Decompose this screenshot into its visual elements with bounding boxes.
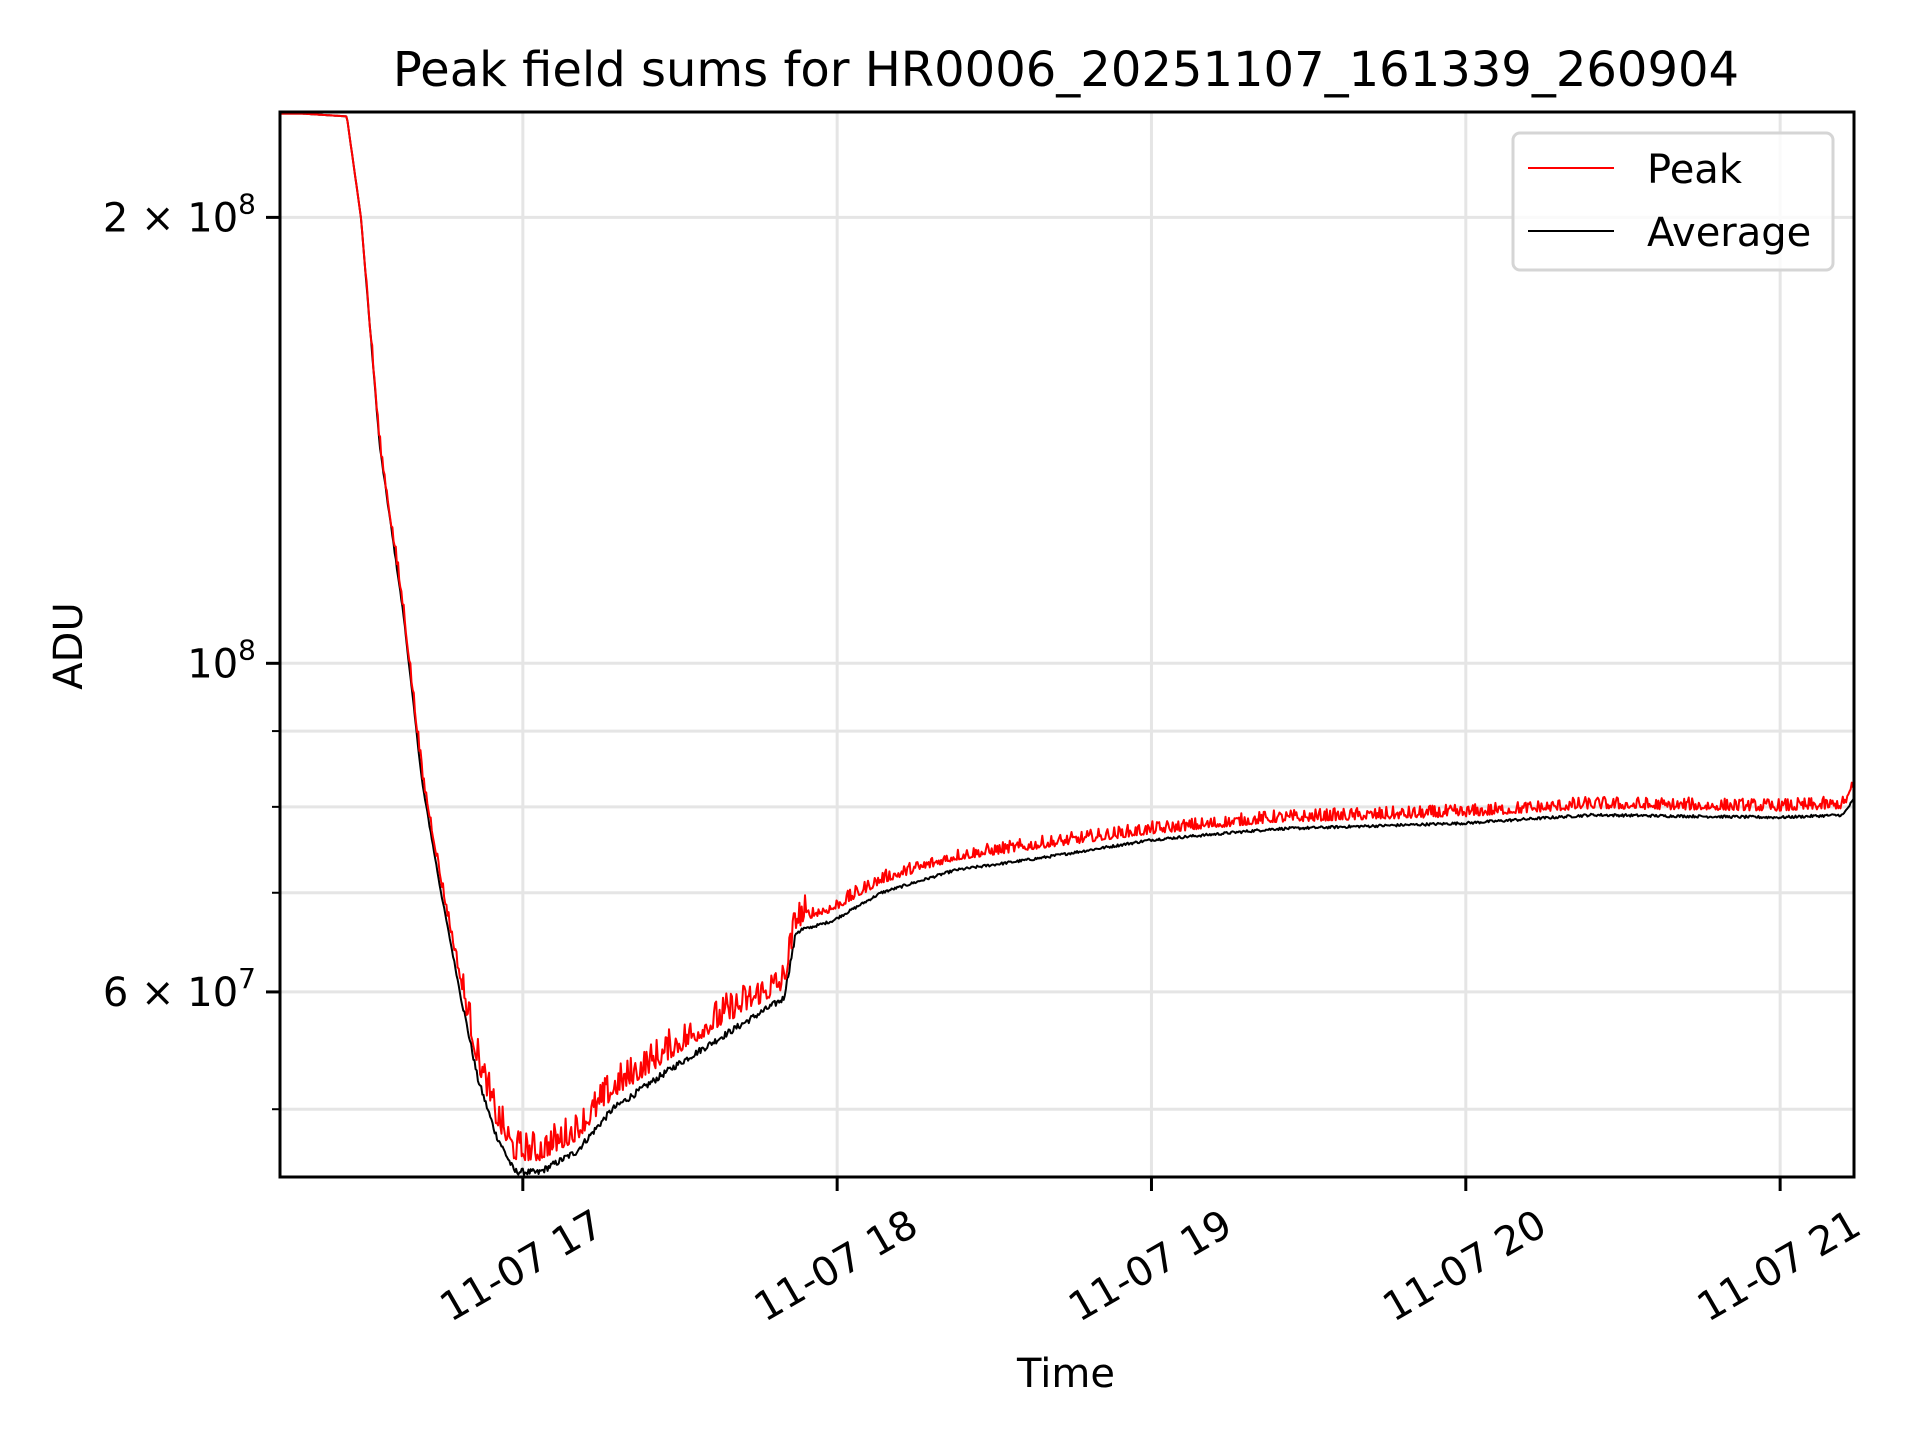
legend: Peak Average [1511,131,1835,272]
y-tick-label: 108 [187,633,256,687]
y-axis-label: ADU [46,602,92,689]
y-tick-mantissa: 2 × 10 [103,195,238,241]
y-tick-exponent: 8 [238,633,256,666]
y-tick-label: 6 × 107 [103,962,256,1016]
y-tick-exponent: 8 [238,187,256,220]
y-tick-exponent: 7 [238,962,256,995]
y-tick-mantissa: 6 × 10 [103,970,238,1016]
legend-average-label: Average [1647,210,1811,256]
x-axis-label: Time [1016,1351,1115,1397]
legend-peak-label: Peak [1647,147,1743,193]
series-line-average [280,112,1854,1176]
chart-title: Peak field sums for HR0006_20251107_1613… [393,42,1739,98]
y-tick-mantissa: 10 [187,641,238,687]
series-line-peak [280,112,1854,1162]
plot-lines [280,112,1854,1176]
axes-frame [278,110,1856,1179]
y-tick-label: 2 × 108 [103,187,256,241]
